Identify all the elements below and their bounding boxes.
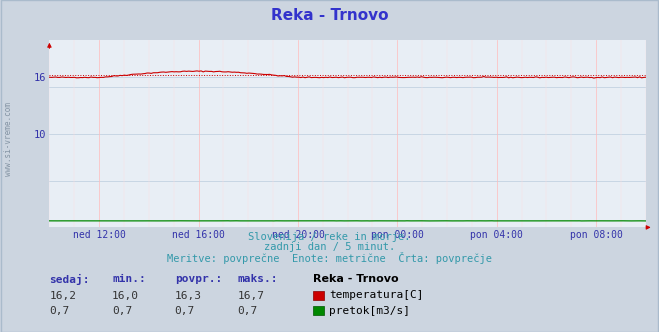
Text: 16,7: 16,7 — [237, 290, 264, 300]
Text: 0,7: 0,7 — [49, 306, 70, 316]
Text: sedaj:: sedaj: — [49, 274, 90, 285]
Text: 16,2: 16,2 — [49, 290, 76, 300]
Text: povpr.:: povpr.: — [175, 274, 222, 284]
Text: 16,3: 16,3 — [175, 290, 202, 300]
Text: maks.:: maks.: — [237, 274, 277, 284]
Text: www.si-vreme.com: www.si-vreme.com — [4, 103, 13, 176]
Text: Slovenija / reke in morje.: Slovenija / reke in morje. — [248, 232, 411, 242]
Text: zadnji dan / 5 minut.: zadnji dan / 5 minut. — [264, 242, 395, 252]
Text: 0,7: 0,7 — [237, 306, 258, 316]
Text: 0,7: 0,7 — [175, 306, 195, 316]
Text: pretok[m3/s]: pretok[m3/s] — [330, 306, 411, 316]
Text: Reka - Trnovo: Reka - Trnovo — [271, 8, 388, 23]
Text: 0,7: 0,7 — [112, 306, 132, 316]
Text: Reka - Trnovo: Reka - Trnovo — [313, 274, 399, 284]
Text: min.:: min.: — [112, 274, 146, 284]
Text: 16,0: 16,0 — [112, 290, 139, 300]
Text: temperatura[C]: temperatura[C] — [330, 290, 424, 300]
Text: Meritve: povprečne  Enote: metrične  Črta: povprečje: Meritve: povprečne Enote: metrične Črta:… — [167, 252, 492, 264]
